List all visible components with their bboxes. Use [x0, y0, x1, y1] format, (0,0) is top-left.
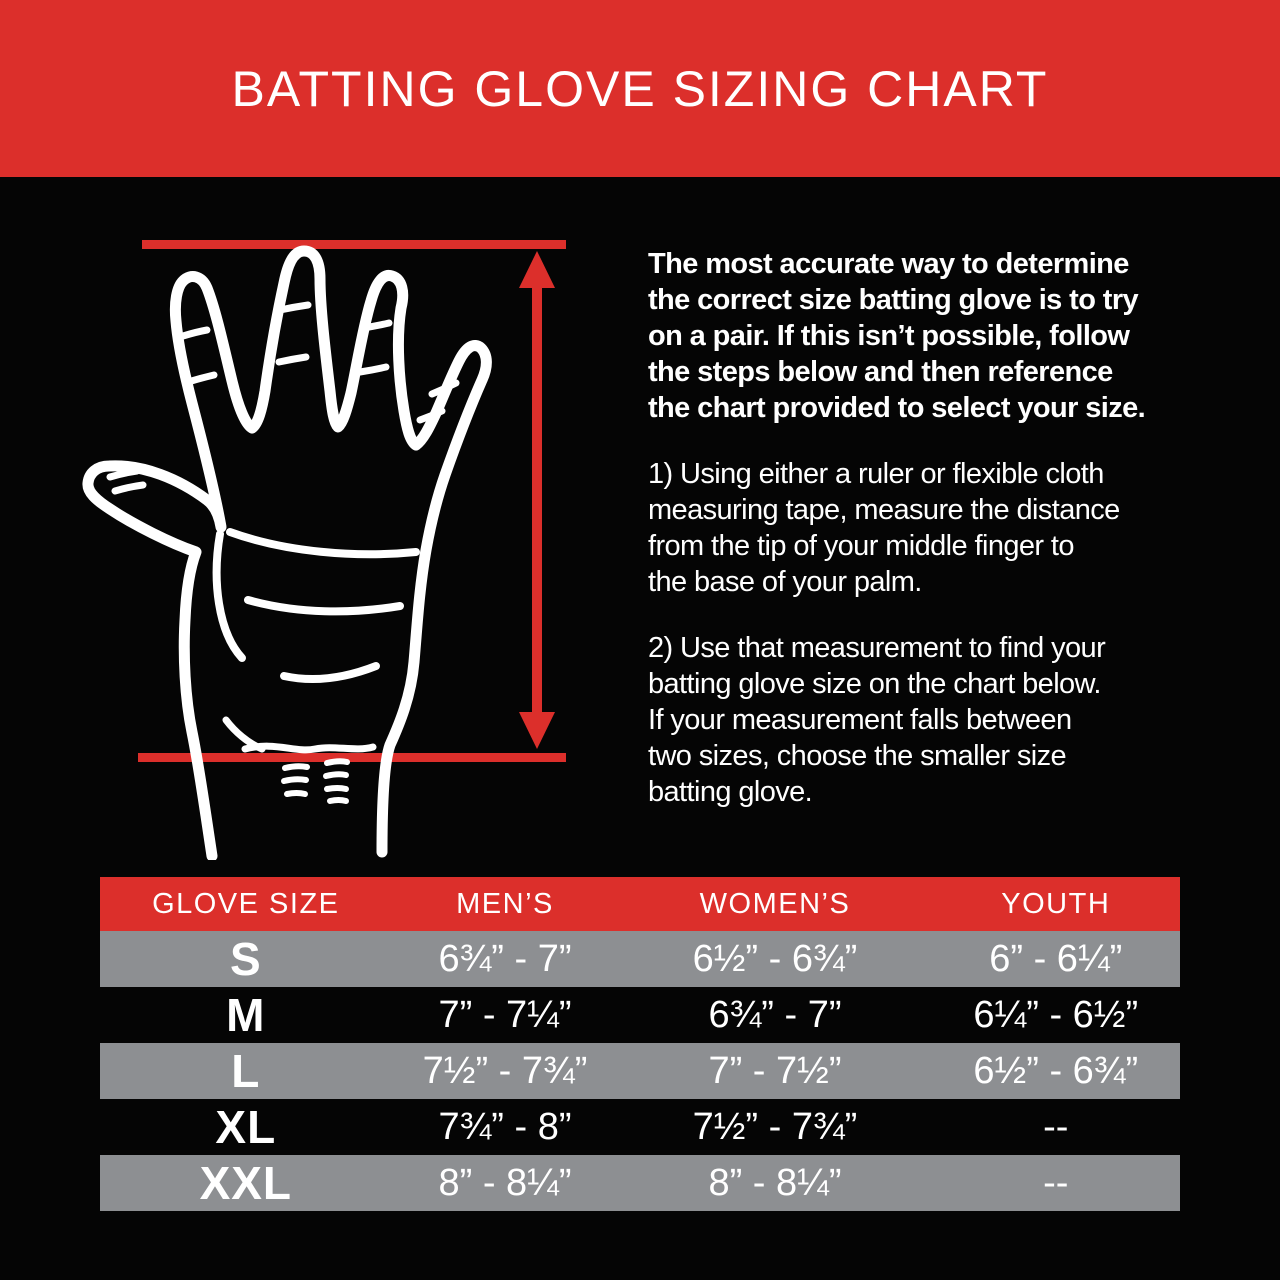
text-line: two sizes, choose the smaller size	[648, 740, 1067, 772]
table-row: XXL 8” - 8¼” 8” - 8¼” --	[100, 1155, 1180, 1211]
text-line: the chart provided to select your size.	[648, 392, 1146, 424]
step2-paragraph: 2) Use that measurement to find your bat…	[648, 630, 1228, 810]
hand-outline	[82, 245, 492, 860]
womens-range: 7½” - 7¾”	[692, 1105, 858, 1148]
text-line: on a pair. If this isn’t possible, follo…	[648, 320, 1130, 352]
table-header-row: GLOVE SIZE MEN’S WOMEN’S YOUTH	[100, 877, 1180, 931]
mens-range: 7¾” - 8”	[438, 1105, 572, 1148]
mens-range: 7½” - 7¾”	[422, 1049, 588, 1092]
text-line: batting glove size on the chart below.	[648, 668, 1101, 700]
size-label: XXL	[199, 1157, 293, 1209]
womens-range: 6¾” - 7”	[708, 993, 842, 1036]
mens-range: 8” - 8¼”	[438, 1161, 572, 1204]
table-row: S 6¾” - 7” 6½” - 6¾” 6” - 6¼”	[100, 931, 1180, 987]
womens-range: 6½” - 6¾”	[692, 937, 858, 980]
text-line: 1) Using either a ruler or flexible clot…	[648, 458, 1104, 490]
finger-creases	[106, 301, 460, 495]
text-line: The most accurate way to determine	[648, 248, 1129, 280]
size-label: XL	[215, 1101, 277, 1153]
text-line: 2) Use that measurement to find your	[648, 632, 1106, 664]
step1-paragraph: 1) Using either a ruler or flexible clot…	[648, 456, 1228, 600]
table-row: L 7½” - 7¾” 7” - 7½” 6½” - 6¾”	[100, 1043, 1180, 1099]
youth-range: 6¼” - 6½”	[973, 993, 1139, 1036]
hand-icon	[82, 245, 492, 860]
table-row: M 7” - 7¼” 6¾” - 7” 6¼” - 6½”	[100, 987, 1180, 1043]
measure-arrow-icon	[519, 251, 555, 749]
page-title: BATTING GLOVE SIZING CHART	[231, 60, 1049, 117]
womens-range: 8” - 8¼”	[708, 1161, 842, 1204]
mens-range: 6¾” - 7”	[438, 937, 572, 980]
youth-range: 6” - 6¼”	[989, 937, 1123, 980]
text-line: the base of your palm.	[648, 566, 922, 598]
text-line: the correct size batting glove is to try	[648, 284, 1139, 316]
column-header-mens: MEN’S	[456, 887, 554, 920]
wrist-creases	[222, 716, 377, 804]
table-row: XL 7¾” - 8” 7½” - 7¾” --	[100, 1099, 1180, 1155]
text-line: from the tip of your middle finger to	[648, 530, 1075, 562]
column-header-womens: WOMEN’S	[699, 887, 851, 920]
header-banner: BATTING GLOVE SIZING CHART	[0, 0, 1280, 177]
size-label: M	[226, 989, 266, 1041]
text-line: If your measurement falls between	[648, 704, 1072, 736]
text-line: measuring tape, measure the distance	[648, 494, 1120, 526]
intro-paragraph: The most accurate way to determine the c…	[648, 246, 1228, 426]
hand-measurement-figure	[80, 200, 620, 860]
youth-range: --	[1043, 1105, 1069, 1148]
size-label: S	[229, 933, 262, 985]
youth-range: --	[1043, 1161, 1069, 1204]
size-label: L	[231, 1045, 261, 1097]
sizing-table: GLOVE SIZE MEN’S WOMEN’S YOUTH S 6¾” - 7…	[100, 877, 1180, 1211]
womens-range: 7” - 7½”	[708, 1049, 842, 1092]
measure-line-bottom	[138, 753, 566, 762]
column-header-youth: YOUTH	[1001, 887, 1111, 920]
text-line: the steps below and then reference	[648, 356, 1113, 388]
palm-creases	[212, 528, 420, 684]
column-header-glove-size: GLOVE SIZE	[152, 887, 340, 920]
youth-range: 6½” - 6¾”	[973, 1049, 1139, 1092]
mens-range: 7” - 7¼”	[438, 993, 572, 1036]
measure-line-top	[142, 240, 566, 249]
hand-measurement-diagram	[82, 240, 566, 860]
text-line: batting glove.	[648, 776, 813, 808]
instructions: The most accurate way to determine the c…	[648, 246, 1228, 840]
